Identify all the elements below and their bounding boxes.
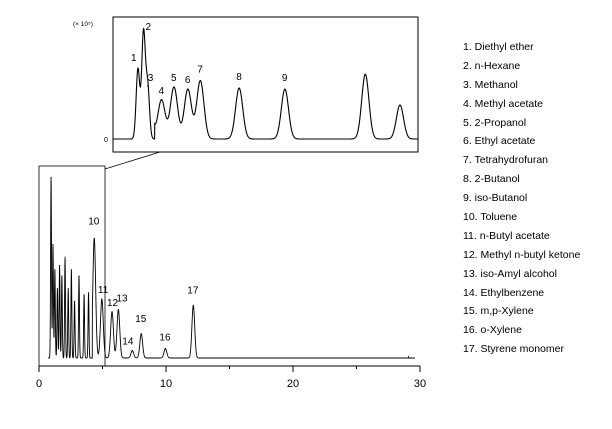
legend-item-1: 1. Diethyl ether [463,41,534,53]
inset-peak-label-8: 8 [236,72,242,83]
inset-peak-label-6: 6 [185,75,191,86]
main-peak-label-16: 16 [159,333,171,344]
inset-y-tick-label: 0 [104,137,108,144]
legend-item-17: 17. Styrene monomer [463,343,564,356]
inset-peak-label-4: 4 [159,86,165,97]
main-peak-3 [54,269,56,271]
x-axis-ticks: 0 10 20 30 [36,366,426,390]
inset-peak-6 [187,88,189,90]
main-peak-label-11: 11 [98,285,109,296]
main-peak-label-13: 13 [116,294,128,305]
legend-item-4: 4. Methyl acetate [463,97,543,110]
legend-item-14: 14. Ethylbenzene [463,286,545,299]
legend-item-15: 15. m,p-Xylene [463,305,534,318]
main-peak-12 [83,294,85,296]
main-peak-2 [52,244,54,246]
legend-item-2: 2. n-Hexane [463,59,521,72]
inset-peak-label-9: 9 [282,73,288,84]
inset-peak-11 [399,104,401,106]
legend-item-11: 11. n-Butyl acetate [463,229,550,242]
main-peak-9 [70,269,72,271]
inset-peak-2 [142,32,145,34]
main-peak-1 [50,176,52,178]
x-tick-label-2: 20 [287,378,299,390]
legend-item-7: 7. Tetrahydrofuran [463,154,549,167]
main-chromatogram-trace [47,177,415,359]
legend-item-3: 3. Methanol [463,78,518,91]
inset-frame [112,16,419,153]
legend-item-6: 6. Ethyl acetate [463,135,536,148]
inset-peak-label-3: 3 [148,73,154,84]
main-peak-18 [131,350,133,352]
inset-peaks-layer: 1 2 345 67 8 9 [113,22,418,140]
inset-peak-label-2: 2 [146,22,152,33]
inset-peak-label-5: 5 [171,73,177,84]
inset-peak-10 [364,73,366,75]
main-peak-label-12: 12 [107,298,119,309]
legend-item-13: 13. iso-Amyl alcohol [463,267,557,280]
main-peak-11 [78,275,80,277]
zoom-connector-line [104,151,161,170]
main-peak-14 [93,237,95,239]
main-peak-16 [111,311,113,313]
inset-peak-8 [238,87,240,89]
inset-chromatogram-trace [113,27,418,140]
legend-item-5: 5. 2-Propanol [463,116,527,129]
inset-peak-label-7: 7 [197,65,203,76]
inset-peak-label-1: 1 [131,53,137,64]
legend-item-8: 8. 2-Butanol [463,173,520,186]
main-peak-4 [56,288,59,290]
main-peak-label-10: 10 [88,216,100,227]
main-peak-13 [87,292,90,294]
x-tick-label-3: 30 [414,378,426,390]
main-peak-10 [73,300,76,302]
inset-y-scale-label: (× 10⁵) [73,21,93,28]
main-peak-6 [61,275,63,277]
main-peak-19 [140,333,142,335]
main-peak-label-14: 14 [122,337,134,348]
legend-item-12: 12. Methyl n-butyl ketone [463,248,581,261]
compound-legend: 1. Diethyl ether 2. n-Hexane 3. Methanol 4.… [463,38,580,359]
inset-peak-9 [284,88,286,90]
inset-peak-7 [199,80,201,82]
inset-peak-4 [160,99,163,101]
legend-item-9: 9. iso-Butanol [463,192,528,205]
legend-item-10: 10. Toluene [463,211,518,224]
inset-peak-3 [147,85,149,87]
main-peak-21 [192,304,194,307]
x-tick-label-0: 0 [36,378,42,390]
x-tick-label-1: 10 [160,378,172,390]
inset-peak-1 [137,68,139,70]
main-peak-5 [58,265,61,267]
inset-peak-5 [173,86,175,88]
main-peak-7 [64,256,66,258]
main-peak-label-15: 15 [135,314,147,325]
main-peak-15 [101,298,103,300]
main-peak-17 [117,309,119,311]
legend-item-16: 16. o-Xylene [463,324,522,337]
main-peak-20 [164,347,166,350]
main-peak-label-17: 17 [187,286,199,297]
main-peak-8 [67,288,69,290]
